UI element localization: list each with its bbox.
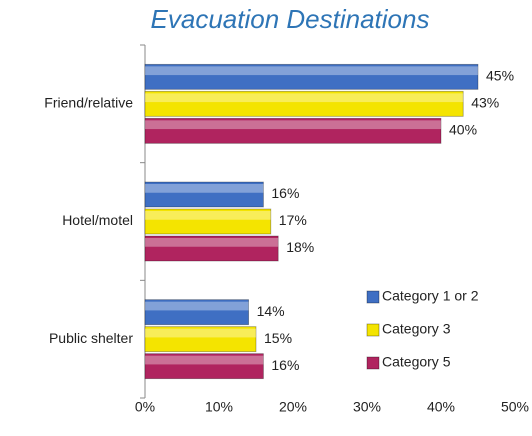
data-label: 15%	[264, 330, 292, 346]
y-tick-label: Hotel/motel	[62, 212, 133, 228]
x-tick-label: 30%	[353, 399, 381, 415]
bar-highlight	[145, 301, 249, 311]
data-label: 17%	[279, 212, 307, 228]
data-label: 14%	[257, 303, 285, 319]
y-tick-label: Public shelter	[49, 330, 133, 346]
legend-label: Category 1 or 2	[382, 288, 479, 304]
bar-highlight	[145, 328, 256, 338]
legend-swatch	[366, 356, 380, 370]
bar	[144, 90, 464, 117]
bar-highlight	[145, 93, 464, 103]
bar-highlight	[145, 184, 264, 193]
x-tick-label: 40%	[427, 399, 455, 415]
data-label: 40%	[449, 122, 477, 138]
bar-highlight	[145, 66, 478, 76]
bar	[144, 63, 479, 90]
bar-highlight	[145, 211, 271, 220]
x-tick-label: 20%	[279, 399, 307, 415]
legend-label: Category 3	[382, 321, 451, 337]
bar	[144, 117, 442, 144]
bar	[144, 326, 257, 353]
bar	[144, 299, 249, 326]
data-label: 16%	[271, 357, 299, 373]
x-tick-label: 0%	[135, 399, 155, 415]
bar	[144, 235, 279, 262]
data-label: 18%	[286, 239, 314, 255]
data-label: 45%	[486, 68, 514, 84]
chart-title: Evacuation Destinations	[151, 4, 430, 34]
x-tick-label: 10%	[205, 399, 233, 415]
bar-highlight	[145, 238, 279, 247]
y-tick-label: Friend/relative	[44, 95, 133, 111]
legend-label: Category 5	[382, 354, 451, 370]
bar	[144, 353, 264, 380]
legend-swatch	[366, 290, 380, 304]
x-tick-label: 50%	[501, 399, 529, 415]
data-label: 43%	[471, 95, 499, 111]
data-label: 16%	[271, 185, 299, 201]
bar-highlight	[145, 120, 441, 130]
legend-swatch	[366, 323, 380, 337]
bar	[144, 181, 264, 208]
bar-highlight	[145, 355, 264, 365]
bar	[144, 208, 272, 235]
